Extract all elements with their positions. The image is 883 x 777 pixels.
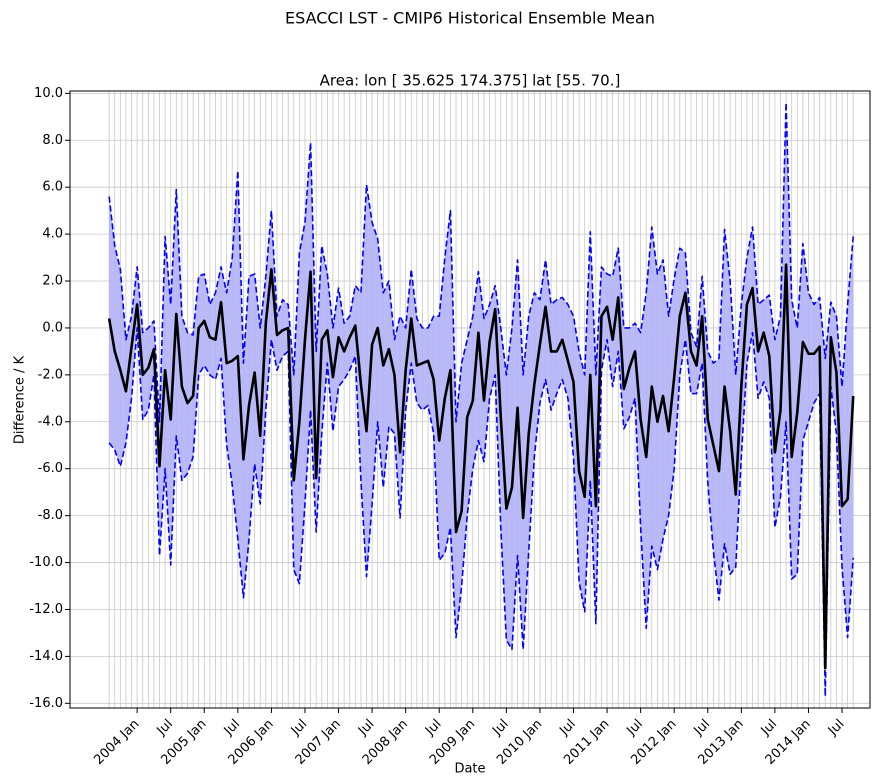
y-tick-label: -12.0: [29, 602, 63, 617]
y-tick-label: 8.0: [42, 133, 63, 148]
y-tick-label: -2.0: [38, 367, 63, 382]
mean-line: [107, 263, 855, 670]
y-tick-label: 4.0: [42, 227, 63, 242]
y-axis-label: Difference / K: [13, 355, 28, 444]
y-tick-label: -8.0: [38, 508, 63, 523]
chart-subtitle: Area: lon [ 35.625 174.375] lat [55. 70.…: [320, 72, 621, 90]
y-tick-label: -6.0: [38, 461, 63, 476]
plot-area: [107, 101, 855, 698]
y-tick-label: 6.0: [42, 180, 63, 195]
range-line: [108, 327, 855, 698]
y-tick-label: 10.0: [34, 86, 63, 101]
y-tick-label: -16.0: [29, 696, 63, 711]
y-tick-label: -4.0: [38, 414, 63, 429]
axes-frame: [69, 90, 871, 709]
y-tick-label: -10.0: [29, 555, 63, 570]
band-area: [109, 102, 854, 697]
range-line: [108, 101, 855, 423]
x-axis-label: Date: [454, 762, 485, 777]
y-tick-label: -14.0: [29, 649, 63, 664]
y-tick-label: 2.0: [42, 274, 63, 289]
y-tick-label: 0.0: [42, 320, 63, 335]
chart-title: ESACCI LST - CMIP6 Historical Ensemble M…: [285, 9, 655, 28]
